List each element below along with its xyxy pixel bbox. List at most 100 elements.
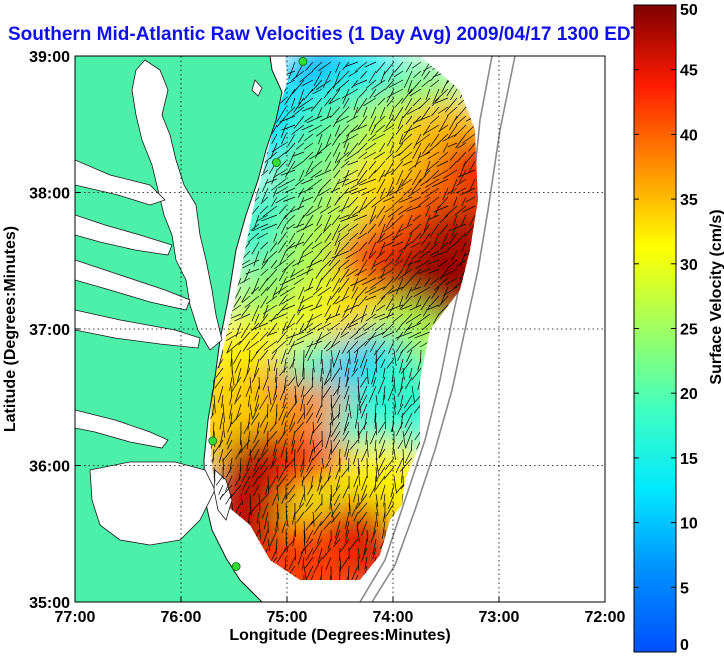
- velocity-vector: [302, 556, 305, 570]
- velocity-vector: [387, 70, 395, 82]
- velocity-vector: [325, 556, 332, 571]
- velocity-vector: [347, 322, 359, 329]
- velocity-vector: [302, 205, 314, 219]
- velocity-vector: [362, 106, 368, 118]
- velocity-vector: [418, 151, 431, 159]
- velocity-vector: [302, 232, 314, 246]
- velocity-vector: [215, 475, 224, 486]
- velocity-vector: [310, 475, 314, 489]
- velocity-vector: [258, 493, 261, 512]
- velocity-vector: [410, 178, 422, 194]
- velocity-vector: [306, 322, 323, 334]
- velocity-vector: [413, 403, 422, 414]
- velocity-vector: [312, 538, 323, 555]
- velocity-vector: [335, 295, 350, 305]
- velocity-vector: [344, 178, 359, 186]
- velocity-vector: [233, 394, 242, 405]
- velocity-vector: [330, 484, 333, 502]
- velocity-vector: [253, 484, 260, 497]
- velocity-vector: [424, 277, 431, 287]
- velocity-vector: [303, 151, 314, 161]
- velocity-vector: [344, 529, 350, 543]
- velocity-vector: [441, 232, 449, 248]
- velocity-vector: [453, 124, 467, 138]
- velocity-vector: [292, 349, 296, 368]
- velocity-vector: [350, 277, 368, 287]
- velocity-vector: [448, 223, 467, 232]
- velocity-vector: [455, 133, 467, 149]
- velocity-vector: [372, 538, 377, 554]
- velocity-vector: [425, 205, 431, 217]
- velocity-vector: [266, 268, 278, 281]
- velocity-vector: [306, 259, 323, 269]
- velocity-vector: [380, 286, 395, 300]
- velocity-vector: [413, 133, 422, 150]
- velocity-vector: [426, 160, 440, 172]
- velocity-vector: [303, 520, 306, 540]
- velocity-vector: [231, 412, 242, 425]
- velocity-vector: [229, 394, 233, 405]
- velocity-vector: [323, 367, 332, 386]
- velocity-vector: [425, 187, 440, 198]
- velocity-vector: [263, 340, 278, 351]
- velocity-vector: [272, 286, 278, 299]
- velocity-vector: [419, 250, 431, 259]
- colorbar: 0 5 10 15 20 25 30 35 40 45 50 Surface Velocity (c…: [633, 2, 724, 654]
- velocity-vector: [369, 484, 377, 498]
- velocity-vector: [296, 439, 305, 453]
- velocity-vector: [258, 313, 269, 327]
- velocity-vector: [213, 466, 216, 482]
- velocity-vector: [411, 367, 422, 381]
- velocity-vector: [461, 133, 476, 144]
- velocity-vector: [293, 97, 305, 113]
- velocity-vector: [276, 502, 280, 520]
- velocity-vector: [442, 142, 449, 153]
- velocity-vector: [358, 241, 368, 252]
- velocity-vector: [384, 250, 395, 263]
- velocity-vector: [307, 313, 323, 323]
- velocity-vector: [285, 511, 289, 527]
- velocity-vector: [356, 142, 368, 154]
- velocity-vector: [430, 241, 440, 250]
- colorbar-tick-label: 10: [680, 516, 698, 533]
- velocity-vector: [331, 250, 350, 259]
- velocity-vector: [375, 358, 378, 373]
- velocity-vector: [438, 124, 449, 132]
- velocity-vector: [383, 385, 386, 401]
- velocity-vector: [377, 97, 386, 106]
- velocity-vector: [279, 286, 296, 297]
- velocity-vector: [344, 511, 350, 530]
- velocity-vector: [256, 214, 269, 222]
- velocity-vector: [245, 385, 251, 397]
- velocity-vector: [397, 349, 404, 361]
- velocity-vector: [301, 196, 314, 203]
- velocity-vector: [393, 376, 396, 393]
- velocity-vector: [378, 448, 386, 459]
- velocity-vector: [262, 151, 278, 165]
- velocity-vector: [307, 574, 314, 580]
- velocity-vector: [405, 313, 422, 324]
- velocity-vector: [263, 421, 269, 434]
- velocity-vector: [285, 142, 296, 155]
- velocity-vector: [337, 574, 341, 580]
- velocity-vector: [357, 466, 361, 486]
- velocity-vector: [406, 349, 413, 363]
- velocity-vector: [315, 331, 332, 342]
- velocity-vector: [345, 124, 359, 137]
- velocity-vector: [260, 457, 269, 470]
- velocity-vector: [361, 187, 377, 196]
- velocity-vector: [437, 106, 449, 114]
- velocity-vector: [338, 448, 341, 465]
- velocity-vector: [347, 457, 350, 472]
- x-tick-label: 72:00: [585, 609, 626, 626]
- velocity-vector: [276, 466, 279, 480]
- velocity-vector: [213, 394, 216, 414]
- velocity-vector: [315, 277, 323, 291]
- velocity-vector: [288, 61, 296, 79]
- velocity-vector: [238, 439, 251, 455]
- velocity-vector: [330, 412, 333, 426]
- velocity-vector: [466, 124, 476, 134]
- velocity-vector: [258, 376, 260, 390]
- velocity-vector: [241, 304, 251, 317]
- velocity-vector: [397, 403, 404, 415]
